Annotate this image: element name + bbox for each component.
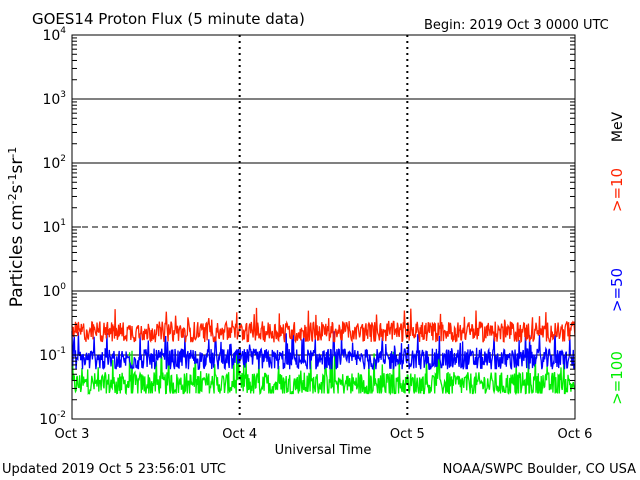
y-tick-label: 100: [42, 282, 66, 300]
updated-label: Updated 2019 Oct 5 23:56:01 UTC: [2, 462, 226, 477]
x-tick-label: Oct 4: [222, 427, 257, 442]
legend: MeV >=10 >=50 >=100: [608, 111, 626, 404]
y-tick-label: 103: [42, 90, 66, 108]
x-tick-label: Oct 6: [558, 427, 593, 442]
begin-label: Begin: 2019 Oct 3 0000 UTC: [424, 18, 609, 33]
series-line: [71, 350, 576, 396]
series-layer: [71, 307, 576, 396]
y-tick-label: 10-2: [39, 410, 66, 428]
credit-label: NOAA/SWPC Boulder, CO USA: [443, 462, 636, 477]
legend-entry: >=100: [608, 351, 626, 405]
x-tick-label: Oct 5: [390, 427, 425, 442]
gridlines: [72, 98, 575, 356]
legend-entry: >=50: [608, 268, 626, 312]
chart-title: GOES14 Proton Flux (5 minute data): [32, 10, 305, 28]
series-line: [71, 330, 576, 371]
y-axis: 10-2 10-1 100 101 102 103 104: [39, 26, 575, 428]
day-separators: [238, 35, 409, 419]
x-tick-label: Oct 3: [55, 427, 90, 442]
y-tick-label: 101: [42, 218, 66, 236]
x-axis-label: Universal Time: [275, 443, 372, 458]
legend-entry: >=10: [608, 168, 626, 212]
y-tick-label: 10-1: [39, 346, 66, 364]
series-line: [71, 307, 576, 344]
y-tick-label: 104: [42, 26, 66, 44]
legend-unit: MeV: [610, 111, 626, 142]
y-tick-label: 102: [42, 154, 66, 172]
y-axis-label: Particles cm-2s-1sr-1: [6, 147, 27, 308]
x-axis: Oct 3 Oct 4 Oct 5 Oct 6: [55, 427, 593, 442]
